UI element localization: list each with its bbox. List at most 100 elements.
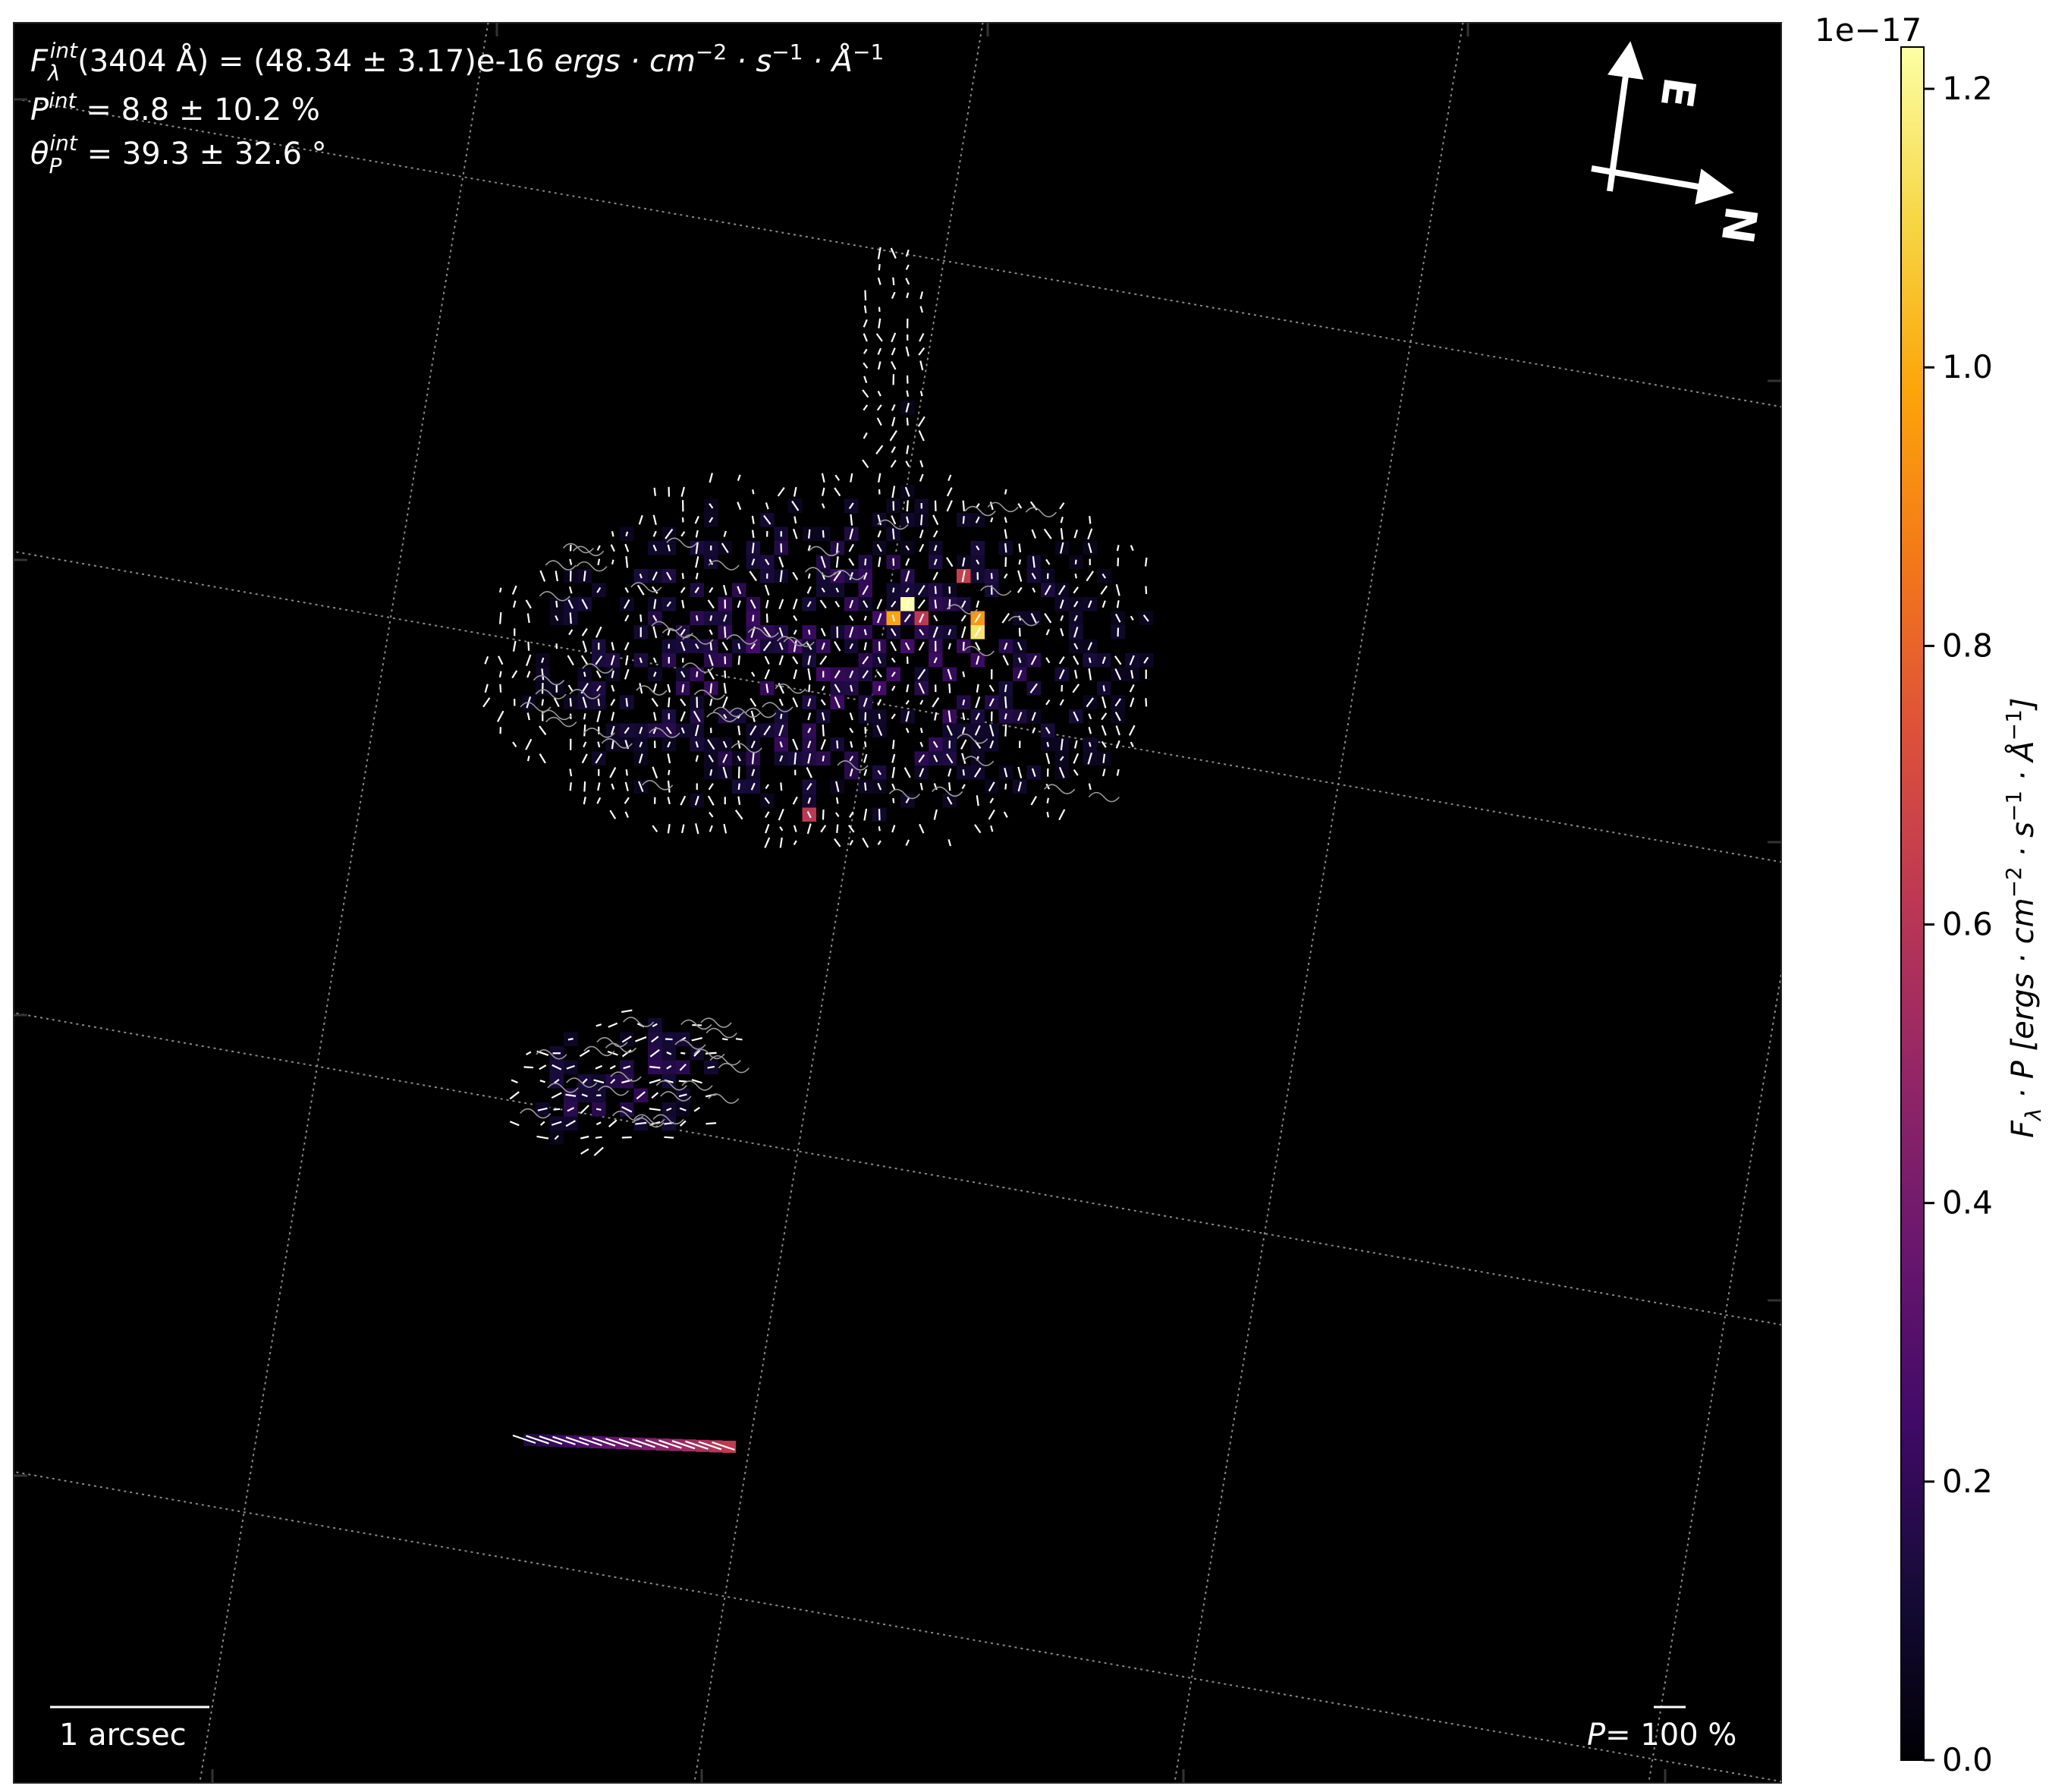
contour <box>520 1108 552 1119</box>
polarization-vector <box>595 1136 602 1139</box>
polarization-vector <box>685 1440 709 1450</box>
pol-scale-label: P= 100 % <box>1587 1718 1736 1753</box>
polarization-vector <box>890 641 897 652</box>
polarization-vector <box>862 459 869 469</box>
polarization-vector <box>905 545 910 551</box>
contour <box>726 634 758 645</box>
polarization-vector <box>737 740 741 749</box>
polarization-vector <box>890 247 897 259</box>
polarization-vector <box>539 570 546 582</box>
polarization-vector <box>905 402 910 413</box>
polarization-vector <box>1017 669 1023 679</box>
polarization-vector <box>891 291 896 299</box>
polarization-vector <box>1030 796 1038 806</box>
polarization-vector <box>807 655 812 665</box>
polarization-vector <box>932 571 938 580</box>
polarization-vector <box>820 699 826 706</box>
polarization-vector <box>878 318 882 329</box>
polarization-vector <box>793 825 797 832</box>
polarization-vector <box>1102 753 1106 763</box>
polarization-vector <box>1102 769 1106 777</box>
polarization-vector <box>863 753 868 763</box>
polarization-vector <box>636 584 645 596</box>
polarization-vector <box>541 668 545 681</box>
contour <box>980 585 1012 596</box>
polarization-vector <box>666 1051 672 1055</box>
polarization-vector <box>611 642 615 651</box>
contour <box>1025 507 1057 517</box>
polarization-vector <box>962 712 966 721</box>
polarization-vector <box>555 615 559 621</box>
polarization-vector <box>596 1023 602 1027</box>
polarization-vector <box>624 811 629 819</box>
polarization-vector <box>539 1080 546 1083</box>
polarization-vector <box>624 615 630 622</box>
polarization-vector <box>905 558 910 566</box>
contour <box>877 519 909 530</box>
scalebar-label: 1 arcsec <box>59 1718 187 1753</box>
polarization-vector <box>792 655 799 665</box>
polarization-vector <box>592 1437 616 1447</box>
polarization-vector <box>962 699 966 706</box>
colorbar-tick-label: 0.0 <box>1942 1741 1993 1778</box>
contour <box>932 786 963 797</box>
polarization-vector <box>652 571 658 581</box>
polarization-vector <box>658 1439 682 1449</box>
polarization-vector <box>611 559 614 565</box>
polarization-vector <box>835 812 840 817</box>
polarization-vector <box>680 641 686 652</box>
polarization-vector <box>1004 696 1007 709</box>
polarization-vector <box>667 797 671 805</box>
polarization-vector <box>806 811 812 819</box>
colorbar-tick-label: 0.6 <box>1942 906 1993 943</box>
polarization-vector <box>850 684 853 692</box>
polarization-vector <box>793 528 798 539</box>
polarization-vector <box>988 684 995 692</box>
polarization-vector <box>597 741 601 748</box>
polarization-vector <box>989 797 995 804</box>
polarization-vector <box>1130 545 1134 552</box>
polarization-vector <box>1115 725 1120 736</box>
polarization-vector <box>565 1093 577 1097</box>
polarization-vector <box>932 697 940 708</box>
polarization-vector <box>593 1079 605 1084</box>
polarization-vector <box>482 697 491 708</box>
polarization-vector <box>863 697 868 707</box>
polarization-vector <box>652 766 658 779</box>
polarization-vector <box>1116 600 1120 608</box>
polarization-vector <box>779 741 783 748</box>
polarization-vector <box>962 769 965 776</box>
polarization-vector <box>762 641 772 652</box>
polarization-vector <box>580 1105 589 1114</box>
polarization-vector <box>864 782 867 791</box>
polarization-vector <box>621 1105 633 1113</box>
polarization-vector <box>779 837 783 848</box>
polarization-vector <box>862 655 869 665</box>
polarization-vector <box>723 614 728 622</box>
compass-north-arrow <box>1591 165 1734 205</box>
polarization-vector <box>513 600 517 608</box>
polarization-vector <box>525 599 532 609</box>
polarization-vector <box>1115 583 1120 596</box>
polarization-vector <box>891 528 895 540</box>
polarization-vector <box>693 1106 700 1112</box>
polarization-vector <box>1044 584 1051 596</box>
polarization-vector <box>709 615 713 621</box>
polarization-vector <box>863 319 868 328</box>
polarization-vector <box>764 584 770 596</box>
polarization-vector <box>680 531 686 537</box>
contour <box>708 1093 740 1104</box>
polarization-vector <box>611 740 614 750</box>
polarization-vector <box>581 599 589 610</box>
polarization-vector <box>1060 528 1064 540</box>
polarization-vector <box>891 404 896 411</box>
polarization-vector <box>764 797 770 804</box>
polarization-vector <box>1060 627 1064 637</box>
polarization-vector <box>891 332 897 343</box>
polarization-vector <box>667 684 671 693</box>
polarization-vector <box>765 599 769 608</box>
polarization-vector <box>611 684 615 692</box>
polarization-vector <box>1060 516 1064 523</box>
polarization-vector <box>583 671 586 678</box>
polarization-vector <box>652 825 658 833</box>
